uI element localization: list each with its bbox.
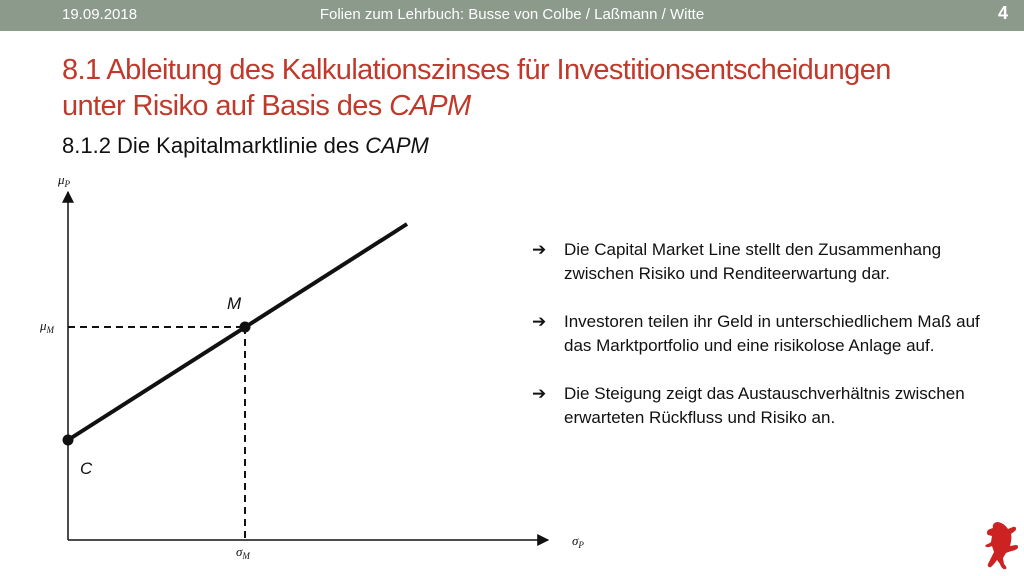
slide-title-line2: unter Risiko auf Basis des CAPM: [62, 88, 962, 124]
bullet-text: Die Capital Market Line stellt den Zusam…: [564, 240, 942, 283]
header-course-title: Folien zum Lehrbuch: Busse von Colbe / L…: [319, 6, 705, 23]
bullet-item: ➔ Die Capital Market Line stellt den Zusa…: [532, 238, 992, 286]
slide-subtitle: 8.1.2 Die Kapitalmarktlinie des CAPM: [62, 133, 429, 159]
arrow-right-icon: ➔: [532, 312, 547, 331]
bullet-list: ➔ Die Capital Market Line stellt den Zusa…: [532, 238, 992, 454]
market-portfolio-point: [239, 321, 251, 333]
header-date: 19.09.2018: [62, 6, 138, 23]
berlin-bear-icon: [985, 522, 1019, 570]
bullet-item: ➔ Investoren teilen ihr Geld in unterschi…: [532, 310, 992, 358]
bullet-text: Die Steigung zeigt das Austauschverhältn…: [564, 384, 965, 427]
capital-market-line-diagram: μP σP μM σM M C: [39, 172, 584, 561]
slide-title-line1: 8.1 Ableitung des Kalkulationszinses für…: [62, 54, 891, 86]
risk-free-point: [62, 434, 74, 446]
subtitle-italic: CAPM: [365, 133, 429, 158]
point-m-label: M: [227, 294, 242, 313]
mu-m-label: μM: [39, 318, 55, 335]
bullet-text: Investoren teilen ihr Geld in unterschie…: [564, 312, 980, 355]
slide-title-line2-italic: CAPM: [389, 90, 471, 122]
subtitle-text: 8.1.2 Die Kapitalmarktlinie des: [62, 133, 366, 158]
sigma-m-label: σM: [236, 544, 250, 561]
y-axis-label: μP: [57, 172, 71, 189]
arrow-right-icon: ➔: [532, 240, 547, 259]
slide-title-line2-text: unter Risiko auf Basis des: [62, 90, 390, 122]
arrow-right-icon: ➔: [532, 384, 547, 403]
slide-title: 8.1 Ableitung des Kalkulationszinses für…: [62, 52, 962, 124]
page-number: 4: [997, 3, 1008, 23]
point-c-label: C: [80, 459, 93, 478]
header-bar: 19.09.2018 Folien zum Lehrbuch: Busse vo…: [0, 0, 1024, 31]
bullet-item: ➔ Die Steigung zeigt das Austauschverhält…: [532, 382, 992, 430]
capital-market-line: [66, 222, 409, 442]
x-axis-label: σP: [572, 533, 584, 550]
